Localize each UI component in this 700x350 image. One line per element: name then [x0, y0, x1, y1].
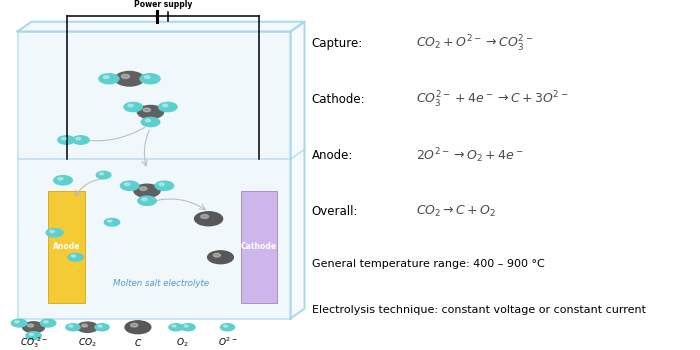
Text: $CO_3^{2-} + 4e^- \rightarrow C + 3O^{2-}$: $CO_3^{2-} + 4e^- \rightarrow C + 3O^{2-…	[416, 90, 569, 110]
Circle shape	[141, 117, 160, 127]
Circle shape	[66, 324, 80, 331]
Circle shape	[97, 172, 111, 178]
Text: $CO_2 \rightarrow C + O_2$: $CO_2 \rightarrow C + O_2$	[416, 204, 497, 219]
Circle shape	[46, 229, 63, 237]
Circle shape	[140, 187, 147, 190]
Circle shape	[54, 176, 72, 185]
Circle shape	[44, 321, 48, 323]
Circle shape	[128, 104, 133, 107]
Circle shape	[137, 105, 164, 119]
Circle shape	[201, 215, 209, 218]
Text: $CO_3^{\ 2-}$: $CO_3^{\ 2-}$	[20, 335, 48, 350]
Circle shape	[184, 325, 188, 327]
Text: Power supply: Power supply	[134, 0, 192, 9]
Text: $O^{2-}$: $O^{2-}$	[218, 336, 237, 349]
Circle shape	[195, 212, 223, 226]
Circle shape	[104, 218, 120, 226]
Text: $CO_2$: $CO_2$	[78, 336, 97, 349]
Circle shape	[41, 319, 56, 327]
Circle shape	[159, 183, 164, 186]
Circle shape	[15, 321, 19, 323]
Circle shape	[69, 325, 73, 327]
Circle shape	[162, 104, 168, 107]
Circle shape	[220, 324, 234, 331]
Circle shape	[62, 138, 66, 140]
Circle shape	[121, 75, 130, 78]
FancyBboxPatch shape	[48, 191, 85, 302]
Circle shape	[142, 198, 147, 201]
Text: $O_2$: $O_2$	[176, 336, 188, 349]
Circle shape	[58, 177, 63, 180]
Circle shape	[144, 76, 150, 78]
Circle shape	[208, 251, 233, 264]
Text: Molten salt electrolyte: Molten salt electrolyte	[113, 279, 209, 288]
Circle shape	[214, 253, 220, 257]
Circle shape	[72, 136, 89, 144]
Circle shape	[58, 136, 75, 144]
Circle shape	[108, 220, 112, 222]
Circle shape	[29, 333, 34, 335]
Circle shape	[159, 102, 177, 112]
Circle shape	[22, 322, 45, 333]
Text: Capture:: Capture:	[312, 37, 363, 50]
Circle shape	[131, 323, 138, 327]
Circle shape	[76, 138, 80, 140]
Circle shape	[77, 322, 98, 332]
Circle shape	[68, 253, 83, 261]
Circle shape	[140, 74, 160, 84]
Text: Cathode:: Cathode:	[312, 93, 365, 106]
Circle shape	[115, 71, 144, 86]
Text: Anode:: Anode:	[312, 149, 353, 162]
Circle shape	[71, 255, 76, 257]
Circle shape	[11, 319, 27, 327]
Text: Cathode: Cathode	[241, 242, 277, 251]
Circle shape	[124, 102, 142, 112]
Text: General temperature range: 400 – 900 °C: General temperature range: 400 – 900 °C	[312, 259, 545, 269]
Text: $2O^{2-} \rightarrow O_2 + 4e^-$: $2O^{2-} \rightarrow O_2 + 4e^-$	[416, 146, 524, 165]
Circle shape	[138, 196, 156, 205]
Circle shape	[26, 332, 41, 340]
Polygon shape	[290, 22, 304, 318]
Circle shape	[95, 324, 109, 331]
Circle shape	[50, 230, 55, 233]
Circle shape	[223, 325, 228, 327]
Text: $C$: $C$	[134, 337, 142, 348]
FancyBboxPatch shape	[241, 191, 277, 302]
Circle shape	[146, 119, 150, 122]
Circle shape	[125, 321, 150, 334]
Circle shape	[98, 325, 102, 327]
Circle shape	[99, 74, 119, 84]
Circle shape	[144, 108, 150, 112]
Circle shape	[82, 324, 88, 327]
FancyBboxPatch shape	[18, 32, 290, 318]
Circle shape	[104, 76, 109, 78]
Polygon shape	[18, 22, 304, 32]
Circle shape	[155, 181, 174, 190]
Text: Anode: Anode	[52, 242, 80, 251]
Circle shape	[27, 324, 34, 327]
Circle shape	[120, 181, 139, 190]
Circle shape	[172, 325, 176, 327]
Circle shape	[125, 183, 130, 186]
Text: $CO_2 + O^{2-} \rightarrow CO_3^{2-}$: $CO_2 + O^{2-} \rightarrow CO_3^{2-}$	[416, 34, 534, 54]
Circle shape	[134, 184, 160, 197]
Circle shape	[99, 173, 104, 175]
Text: Electrolysis technique: constant voltage or constant current: Electrolysis technique: constant voltage…	[312, 305, 645, 315]
Circle shape	[181, 324, 195, 331]
Circle shape	[169, 324, 183, 331]
Text: Overall:: Overall:	[312, 205, 358, 218]
